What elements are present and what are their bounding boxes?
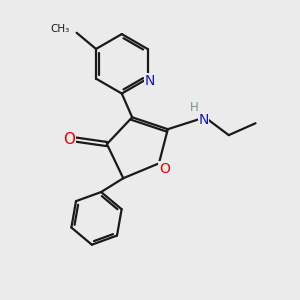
Text: H: H [190,101,199,114]
Text: CH₃: CH₃ [50,24,69,34]
Text: O: O [159,162,170,176]
Text: N: N [144,74,155,88]
Text: O: O [63,132,75,147]
Text: N: N [198,113,209,127]
